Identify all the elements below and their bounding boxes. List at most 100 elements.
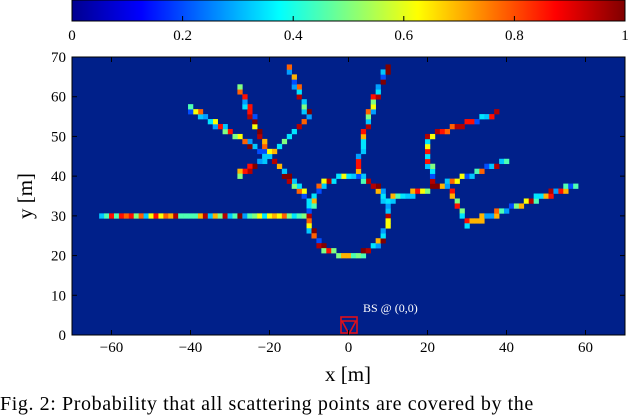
heatmap-cell: [326, 248, 332, 254]
heatmap-cell: [385, 208, 391, 214]
heatmap-cell: [365, 178, 372, 184]
heatmap-cell: [276, 143, 283, 150]
heatmap-cell: [267, 153, 273, 160]
heatmap-cell: [469, 218, 475, 224]
heatmap-cell: [355, 158, 362, 165]
colorbar-gradient: [71, 0, 626, 22]
heatmap-cell: [365, 109, 372, 115]
heatmap-cell: [281, 168, 288, 174]
y-tick-label: 50: [51, 129, 66, 145]
heatmap-cell: [267, 213, 273, 219]
heatmap-cell: [499, 158, 505, 165]
heatmap-cell: [242, 213, 248, 219]
figure-caption: Fig. 2: Probability that all scattering …: [0, 393, 534, 415]
heatmap-cell: [494, 163, 500, 169]
heatmap-cell: [429, 173, 436, 179]
heatmap-cell: [474, 168, 480, 174]
heatmap-cell: [513, 203, 520, 209]
heatmap-cell: [543, 193, 549, 199]
heatmap-cell: [355, 163, 362, 169]
heatmap-cell: [301, 104, 307, 110]
heatmap-cell: [148, 213, 154, 219]
heatmap-cell: [178, 213, 184, 219]
heatmap-cell: [311, 233, 317, 239]
heatmap-cell: [286, 213, 293, 219]
heatmap-cell: [143, 213, 149, 219]
heatmap-cell: [118, 213, 125, 219]
heatmap-cell: [385, 218, 391, 224]
heatmap-cell: [262, 158, 268, 165]
heatmap-cell: [311, 228, 317, 234]
heatmap-cell: [449, 193, 455, 199]
heatmap-cell: [331, 178, 337, 184]
heatmap-cell: [336, 173, 342, 179]
heatmap-cell: [385, 203, 391, 209]
heatmap-cell: [212, 213, 218, 219]
heatmap-cell: [429, 163, 436, 169]
heatmap-cell: [385, 198, 391, 204]
colorbar-tick-label: 1: [621, 28, 629, 44]
heatmap-cell: [133, 213, 139, 219]
heatmap-cell: [474, 218, 480, 224]
x-tick-label: 20: [420, 340, 435, 356]
x-tick-label: 60: [578, 340, 593, 356]
heatmap-cell: [380, 238, 386, 244]
heatmap-cell: [370, 109, 376, 115]
heatmap-cell: [479, 218, 485, 224]
heatmap-cell: [336, 253, 342, 259]
heatmap-cell: [365, 114, 372, 120]
colorbar-tick-label: 0.8: [505, 28, 524, 44]
heatmap-cell: [252, 163, 258, 169]
heatmap-cell: [350, 173, 357, 179]
heatmap-cell: [202, 114, 209, 120]
y-tick-label: 70: [51, 50, 66, 66]
heatmap-cell: [375, 183, 381, 189]
heatmap-cell: [380, 79, 386, 85]
heatmap-cell: [439, 183, 446, 189]
heatmap-cell: [459, 173, 465, 179]
y-tick-label: 20: [51, 249, 66, 265]
heatmap-cell: [222, 213, 228, 219]
heatmap-cell: [375, 94, 381, 100]
heatmap-cell: [415, 188, 421, 194]
heatmap-cell: [385, 213, 391, 219]
heatmap-cell: [444, 128, 451, 135]
heatmap-cell: [296, 188, 302, 194]
x-axis-ticks: −60 −40 −20 0 20 40 60: [100, 57, 593, 356]
heatmap-cell: [484, 213, 490, 219]
heatmap-cell: [247, 109, 253, 115]
heatmap-cell: [459, 124, 465, 130]
heatmap-cell: [380, 74, 386, 80]
heatmap-cell: [346, 173, 352, 179]
heatmap-cell: [271, 158, 278, 165]
heatmap-cell: [434, 128, 441, 135]
heatmap-cell: [425, 143, 431, 150]
heatmap-cell: [222, 124, 228, 130]
heatmap-cell: [385, 64, 391, 70]
heatmap-cell: [306, 114, 312, 120]
heatmap-cell: [568, 183, 574, 189]
heatmap-cell: [316, 183, 322, 189]
heatmap-cell: [113, 213, 120, 219]
heatmap-cell: [405, 193, 411, 199]
heatmap-cell: [449, 188, 455, 194]
heatmap-cell: [286, 178, 293, 184]
heatmap-cell: [232, 213, 238, 219]
heatmap-cell: [380, 233, 386, 239]
heatmap-cell: [429, 168, 436, 174]
heatmap-cell: [306, 213, 312, 219]
heatmap-cell: [370, 94, 376, 100]
heatmap-cell: [242, 99, 248, 105]
colorbar: 0 0.2 0.4 0.6 0.8 1: [68, 0, 629, 44]
heatmap-cell: [306, 198, 312, 204]
heatmap-cell: [360, 253, 367, 259]
heatmap-cell: [197, 109, 204, 115]
heatmap-cell: [237, 89, 243, 95]
heatmap-cell: [528, 198, 534, 204]
heatmap-cell: [197, 213, 204, 219]
heatmap-cell: [429, 178, 436, 184]
heatmap-cell: [306, 228, 312, 234]
heatmap-cell: [489, 114, 495, 120]
heatmap-cell: [306, 203, 312, 209]
colorbar-tick-label: 0.4: [284, 28, 303, 44]
